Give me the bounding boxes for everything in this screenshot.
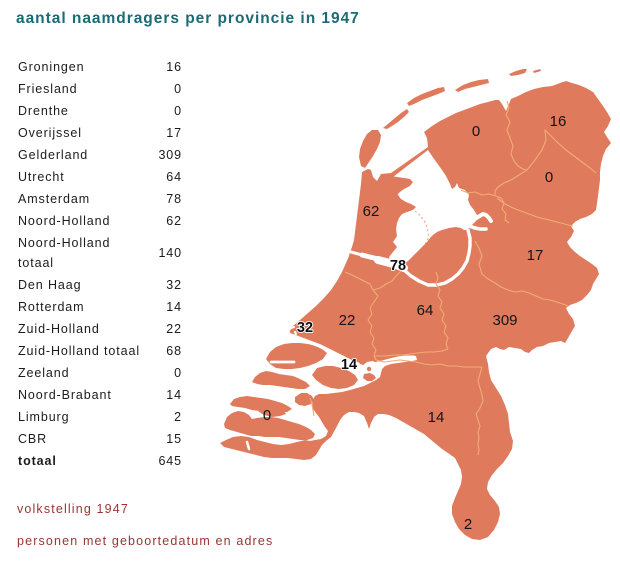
svg-text:0: 0	[545, 169, 553, 186]
svg-text:0: 0	[472, 123, 480, 140]
svg-text:309: 309	[492, 312, 517, 329]
svg-text:14: 14	[428, 409, 445, 426]
svg-text:78: 78	[390, 258, 406, 274]
svg-text:64: 64	[417, 302, 434, 319]
svg-text:22: 22	[339, 312, 356, 329]
svg-text:16: 16	[550, 113, 567, 130]
svg-text:0: 0	[263, 407, 271, 424]
svg-text:2: 2	[464, 516, 472, 533]
svg-text:32: 32	[297, 320, 313, 336]
svg-text:17: 17	[527, 247, 544, 264]
svg-text:62: 62	[363, 203, 380, 220]
svg-text:14: 14	[341, 357, 357, 373]
